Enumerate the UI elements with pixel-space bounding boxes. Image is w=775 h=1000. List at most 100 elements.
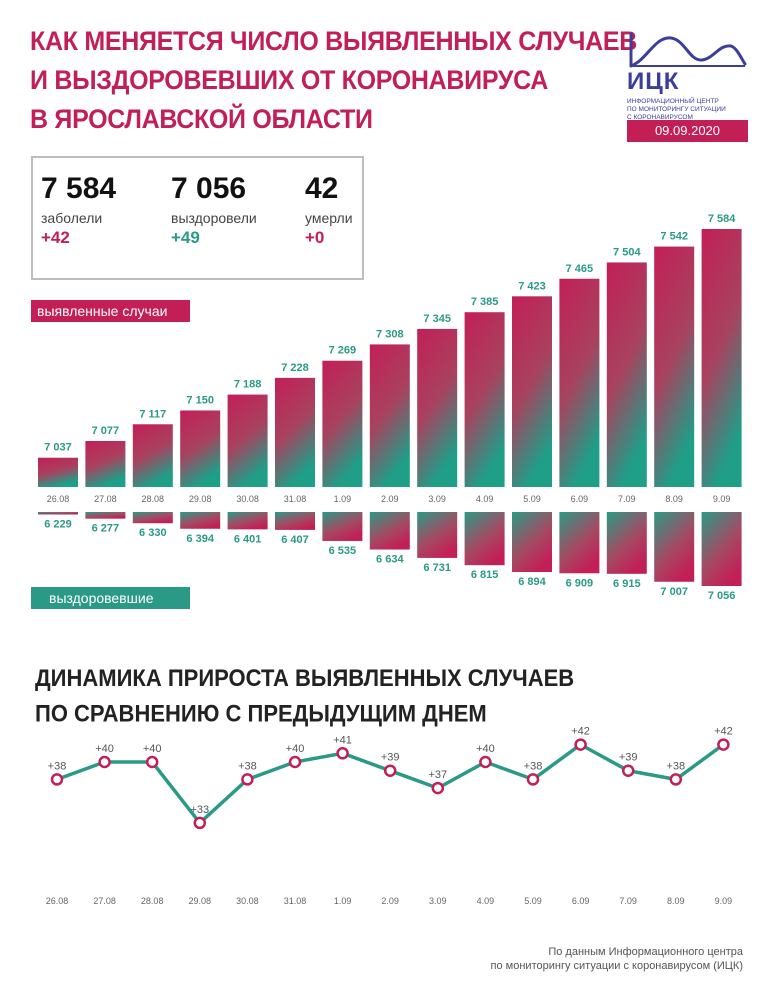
growth-point bbox=[574, 738, 587, 751]
recovered-bar bbox=[85, 512, 126, 519]
stat-deaths: 42 умерли +0 bbox=[305, 172, 353, 248]
growth-point bbox=[479, 755, 492, 769]
category-label: 5.09 bbox=[523, 494, 541, 504]
cases-bar bbox=[322, 360, 363, 487]
recovered-bar bbox=[559, 512, 600, 574]
growth-category-label: 31.08 bbox=[284, 896, 307, 906]
stat-recovered-value: 7 056 bbox=[171, 172, 247, 205]
cases-series-label: выявленные случаи bbox=[31, 300, 190, 322]
cases-bar bbox=[85, 441, 126, 487]
growth-point-label: +40 bbox=[286, 743, 305, 755]
recovered-bar-label: 6 407 bbox=[281, 534, 309, 546]
growth-point-label: +38 bbox=[524, 760, 543, 772]
stat-deaths-value: 42 bbox=[305, 172, 339, 205]
growth-point bbox=[383, 764, 397, 777]
stat-cases-value: 7 584 bbox=[41, 172, 117, 205]
category-label: 4.09 bbox=[476, 494, 494, 504]
title-line-2: И ВЫЗДОРОВЕВШИХ ОТ КОРОНАВИРУСА bbox=[30, 65, 549, 96]
cases-bar bbox=[417, 328, 458, 487]
growth-point bbox=[669, 773, 683, 786]
cases-bar-label: 7 117 bbox=[139, 408, 166, 420]
recovered-bar bbox=[417, 512, 458, 558]
logo-wave-icon bbox=[629, 32, 747, 68]
growth-point bbox=[526, 773, 540, 786]
recovered-bars: 6 229 6 277 6 330 6 394 6 401 6 407 6 535 6 634… bbox=[38, 512, 742, 602]
source-note: По данным Информационного центра по мони… bbox=[491, 945, 743, 973]
growth-category-label: 5.09 bbox=[524, 896, 542, 906]
recovered-bar-label: 7 007 bbox=[660, 586, 688, 598]
recovered-bar-label: 6 894 bbox=[518, 576, 546, 588]
recovered-bar-label: 6 909 bbox=[566, 577, 594, 589]
cases-bar-label: 7 385 bbox=[471, 296, 499, 308]
category-label: 1.09 bbox=[334, 494, 352, 504]
recovered-bar bbox=[180, 512, 221, 529]
recovered-bar-label: 6 634 bbox=[376, 554, 404, 566]
growth-category-label: 27.08 bbox=[93, 896, 116, 906]
growth-category-label: 6.09 bbox=[572, 896, 590, 906]
cases-bar bbox=[559, 278, 600, 487]
growth-point bbox=[431, 781, 445, 795]
logo-sub-line: ПО МОНИТОРИНГУ СИТУАЦИИ bbox=[627, 106, 726, 113]
category-label: 3.09 bbox=[428, 494, 446, 504]
growth-category-label: 3.09 bbox=[429, 896, 447, 906]
cases-bar bbox=[180, 410, 221, 487]
recovered-bar-label: 7 056 bbox=[708, 590, 736, 602]
cases-bar bbox=[512, 296, 552, 487]
growth-point-label: +40 bbox=[143, 743, 162, 755]
recovered-bar bbox=[275, 512, 315, 530]
recovered-bar bbox=[369, 512, 410, 550]
title-line-1: КАК МЕНЯЕТСЯ ЧИСЛО ВЫЯВЛЕННЫХ СЛУЧАЕВ bbox=[30, 26, 637, 57]
recovered-bar bbox=[606, 512, 647, 574]
recovered-bar bbox=[322, 512, 363, 541]
growth-category-label: 8.09 bbox=[667, 896, 685, 906]
recovered-bar bbox=[464, 512, 505, 566]
cases-bar-label: 7 037 bbox=[44, 442, 72, 454]
growth-category-label: 9.09 bbox=[715, 896, 733, 906]
cases-bar bbox=[227, 394, 268, 487]
growth-point-label: +40 bbox=[95, 743, 114, 755]
growth-point bbox=[288, 755, 302, 769]
growth-point-label: +42 bbox=[714, 726, 733, 738]
category-label: 7.09 bbox=[618, 494, 636, 504]
cases-bar-label: 7 345 bbox=[423, 313, 451, 325]
title-line-3: В ЯРОСЛАВСКОЙ ОБЛАСТИ bbox=[30, 104, 373, 135]
growth-point bbox=[621, 764, 635, 777]
stat-cases: 7 584 заболели +42 bbox=[41, 172, 116, 248]
cases-bar bbox=[701, 229, 742, 487]
cases-bar-label: 7 150 bbox=[186, 394, 214, 406]
category-label: 30.08 bbox=[236, 494, 259, 504]
category-label: 9.09 bbox=[713, 494, 731, 504]
growth-category-label: 7.09 bbox=[619, 896, 637, 906]
cases-bar bbox=[606, 262, 647, 487]
stat-cases-label: заболели bbox=[41, 210, 103, 226]
category-label: 28.08 bbox=[142, 494, 165, 504]
cases-bar-label: 7 584 bbox=[708, 213, 736, 225]
recovered-bar-label: 6 401 bbox=[234, 533, 262, 545]
recovered-bar bbox=[132, 512, 173, 524]
growth-point bbox=[241, 773, 254, 786]
source-line-1: По данным Информационного центра bbox=[548, 946, 743, 958]
cases-bar-label: 7 228 bbox=[281, 362, 309, 374]
growth-line-chart: +38 26.08 +40 27.08 +40 28.08 +33 29.08 +38 30.08… bbox=[46, 726, 733, 906]
growth-point-label: +33 bbox=[190, 804, 209, 816]
source-line-2: по мониторингу ситуации с коронавирусом … bbox=[490, 960, 743, 972]
cases-bar bbox=[275, 377, 315, 487]
stat-recovered: 7 056 выздоровели +49 bbox=[171, 172, 257, 248]
recovered-bar bbox=[701, 512, 742, 586]
growth-point bbox=[336, 747, 349, 760]
recovered-bar bbox=[227, 512, 268, 530]
logo-subtitle: ИНФОРМАЦИОННЫЙ ЦЕНТР ПО МОНИТОРИНГУ СИТУ… bbox=[627, 98, 747, 122]
cases-bar-label: 7 504 bbox=[613, 246, 641, 258]
recovered-series-label: выздоровевшие bbox=[31, 587, 190, 609]
recovered-bar-label: 6 815 bbox=[471, 569, 499, 581]
cases-bar-label: 7 542 bbox=[660, 231, 688, 243]
growth-category-label: 29.08 bbox=[189, 896, 212, 906]
logo-sub-line: С КОРОНАВИРУСОМ bbox=[627, 114, 693, 121]
growth-point-label: +40 bbox=[476, 743, 495, 755]
stat-recovered-delta: +49 bbox=[171, 228, 200, 247]
cases-bar-label: 7 308 bbox=[376, 328, 404, 340]
logo-sub-line: ИНФОРМАЦИОННЫЙ ЦЕНТР bbox=[627, 98, 719, 105]
summary-box: 7 584 заболели +42 7 056 выздоровели +49… bbox=[31, 156, 364, 280]
recovered-bar-label: 6 277 bbox=[92, 523, 120, 535]
